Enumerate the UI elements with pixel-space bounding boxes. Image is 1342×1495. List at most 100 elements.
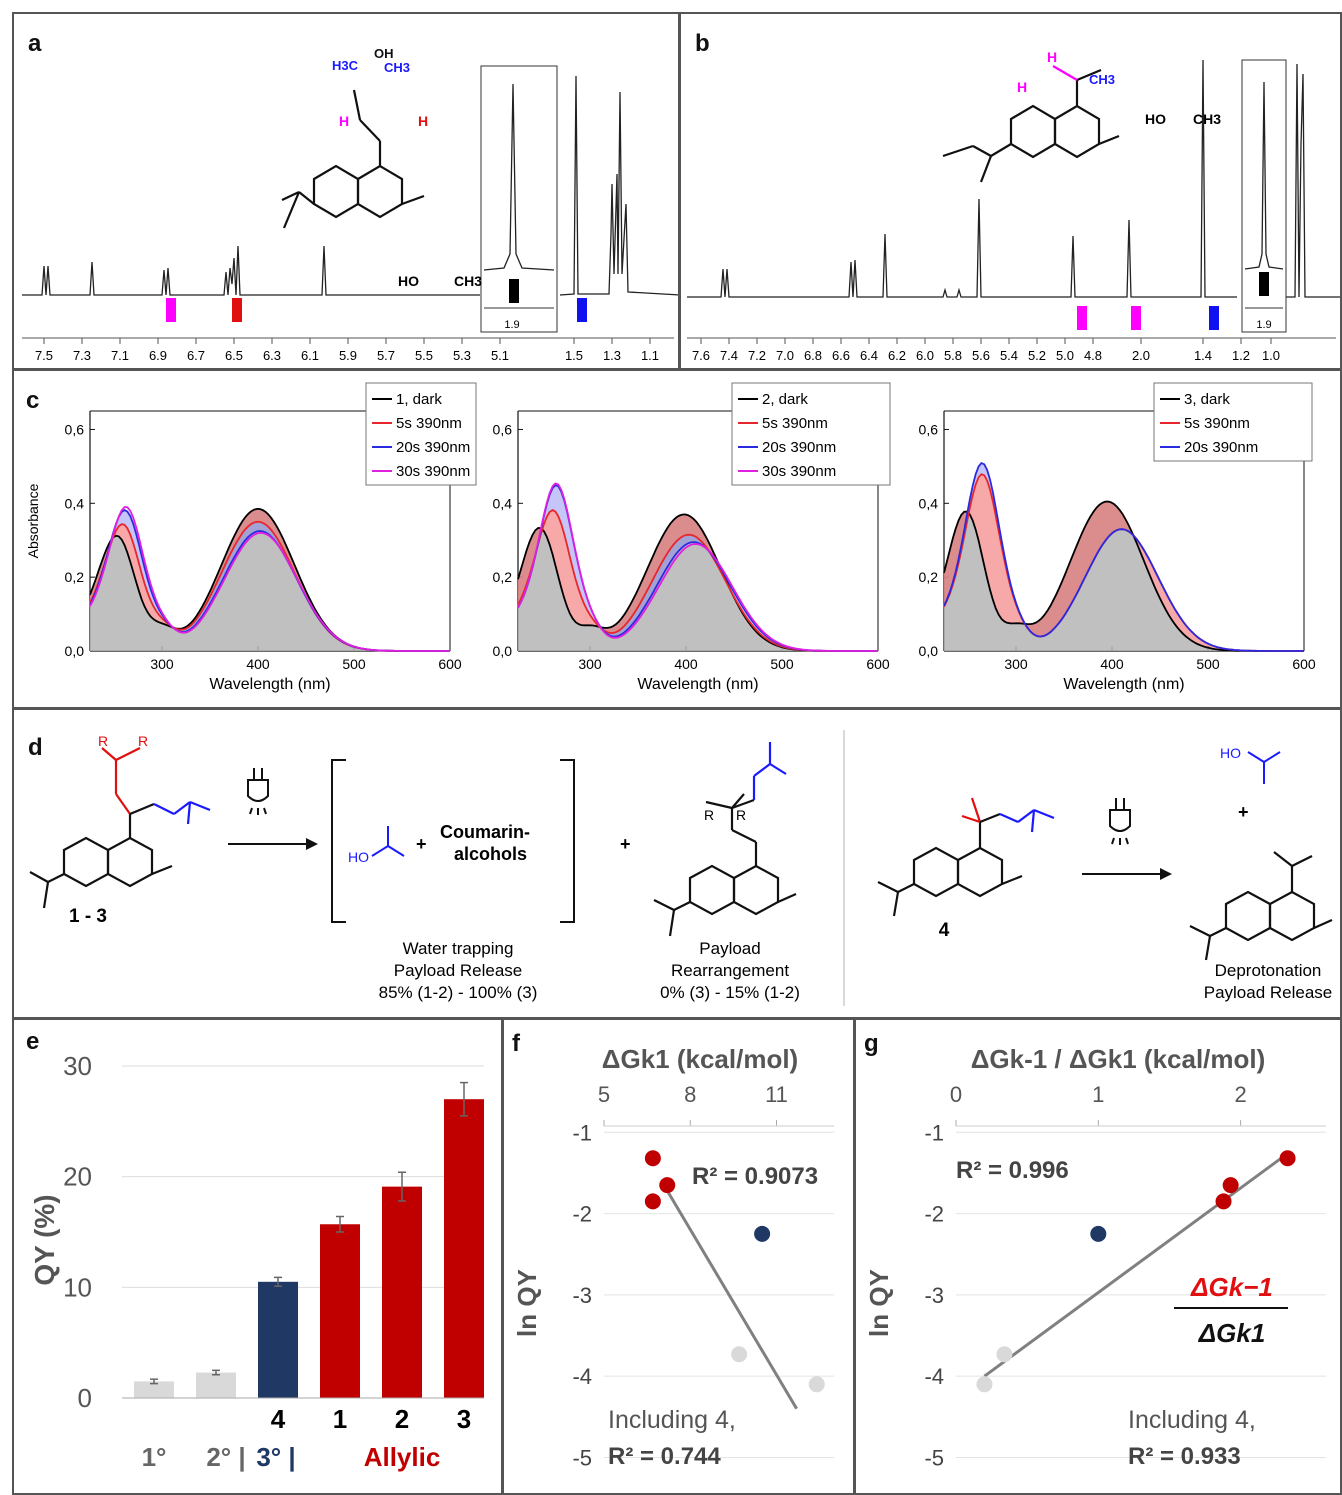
scatter-y-tick-label: -3 — [924, 1283, 944, 1308]
scatter-point — [659, 1177, 676, 1194]
scatter-y-tick-label: -3 — [572, 1283, 592, 1308]
rearranged-product-structure — [653, 742, 797, 937]
nmr-b-tick-label: 6.2 — [888, 348, 906, 363]
e-bar — [320, 1224, 360, 1398]
compound-4-structure — [877, 797, 1055, 917]
acetic-acid-ho: HO — [348, 849, 369, 865]
nmr-b-tick-label: 1.0 — [1262, 348, 1280, 363]
uv-x-tick-label: 600 — [438, 656, 462, 672]
plus-3: + — [1238, 802, 1249, 822]
struct-a-h-left: H — [339, 113, 349, 129]
nmr-a-tick-label: 5.7 — [377, 348, 395, 363]
alcohols-label: alcohols — [454, 844, 527, 864]
release-line-1: Water trapping — [403, 939, 514, 958]
scatter-y-tick-label: -5 — [572, 1445, 592, 1470]
uv-x-tick-label: 300 — [1004, 656, 1028, 672]
uv-diff-area-red — [944, 474, 1304, 651]
uv-legend-label: 20s 390nm — [762, 439, 836, 456]
e-y-tick-label: 10 — [63, 1272, 92, 1302]
scatter-x-tick-label: 5 — [598, 1082, 610, 1107]
nmr-b-tick-label: 2.0 — [1132, 348, 1150, 363]
nmr-a-tick-label: 6.9 — [149, 348, 167, 363]
coumarin-structure-b — [942, 65, 1120, 183]
uv-series-line — [517, 482, 878, 652]
scatter-point — [976, 1376, 993, 1393]
scatter-ylabel: ln QY — [512, 1269, 542, 1337]
uv-x-tick-label: 400 — [246, 656, 270, 672]
integration-marker-a-black — [509, 279, 519, 303]
e-bar — [382, 1186, 422, 1398]
scatter-x-tick-label: 0 — [950, 1082, 962, 1107]
uv-series-line — [943, 462, 1304, 652]
scatter-point — [1279, 1150, 1296, 1167]
e-y-tick-label: 30 — [63, 1051, 92, 1081]
nmr-inset-value-a: 1.9 — [504, 319, 519, 331]
uv-legend-label: 3, dark — [1184, 391, 1230, 408]
uv-x-tick-label: 500 — [1196, 656, 1220, 672]
uv-x-tick-label: 300 — [578, 656, 602, 672]
r-label-product-2: R — [736, 807, 746, 823]
nmr-a-tick-label: 5.5 — [415, 348, 433, 363]
nmr-inset-trace-a — [483, 83, 555, 271]
e-bar — [134, 1381, 174, 1398]
uv-legend-label: 20s 390nm — [1184, 439, 1258, 456]
scatter-f: ΔGk1 (kcal/mol) 5 8 11 -1 -2 -3 -4 -5 ln QY R² = 0… — [512, 1044, 834, 1470]
f-r2-label: R² = 0.9073 — [692, 1163, 818, 1190]
uv-legend-label: 2, dark — [762, 391, 808, 408]
start-material-label: 1 - 3 — [69, 906, 107, 927]
e-bar-label: 1 — [333, 1404, 347, 1434]
panel-d: d R R 1 - 3 — [12, 708, 1342, 1019]
panel-d-label: d — [28, 734, 43, 761]
scatter-point — [1215, 1193, 1232, 1210]
panel-e: e 0 10 20 30 QY (%) 4 1 2 3 1° 2° | 3° | Allylic — [12, 1018, 503, 1495]
uv-xlabel: Wavelength (nm) — [209, 676, 330, 693]
scatter-point — [644, 1150, 661, 1167]
uv-diff-area-blue — [518, 485, 878, 651]
reaction-scheme: R R 1 - 3 HO + Coumarin- alcohols Water … — [29, 730, 1333, 1006]
scatter-x-tick-label: 8 — [684, 1082, 696, 1107]
scatter-point — [1222, 1177, 1239, 1194]
nmr-spectrum-a: 1.9 7.5 7.3 7.1 6.9 6.7 6.5 6.3 6.1 5.9 5.7 5.5 5.3… — [22, 46, 678, 363]
nmr-a-tick-label: 1.1 — [641, 348, 659, 363]
g-r2-including: R² = 0.933 — [1128, 1443, 1241, 1470]
nmr-inset-value-b: 1.9 — [1256, 319, 1271, 331]
struct-a-ch3-acid: CH3 — [454, 273, 482, 289]
scatter-point — [731, 1346, 748, 1363]
uv-dark-area — [518, 514, 878, 651]
f-including-label: Including 4, — [608, 1406, 736, 1434]
nmr-b-tick-label: 7.6 — [692, 348, 710, 363]
nmr-b-tick-label: 1.2 — [1232, 348, 1250, 363]
panel-a-label: a — [28, 30, 42, 57]
nmr-inset-trace-b — [1244, 81, 1284, 270]
panel-f-label: f — [512, 1030, 520, 1057]
struct-b-h-top: H — [1047, 49, 1057, 65]
coumarin-structure-a — [281, 89, 425, 229]
plus-1: + — [416, 834, 427, 854]
scatter-y-tick-label: -2 — [572, 1202, 592, 1227]
e-ylabel: QY (%) — [29, 1194, 60, 1285]
r-label-product-1: R — [704, 807, 714, 823]
e-bar-label: 3 — [457, 1404, 471, 1434]
bracket-left — [331, 759, 346, 923]
nmr-b-tick-label: 7.2 — [748, 348, 766, 363]
release-line-3: 85% (1-2) - 100% (3) — [379, 983, 538, 1002]
uv-ylabel: Absorbance — [25, 483, 41, 558]
panel-c: c 0,0 0,2 0,4 0,6 300 400 500 600 Wavelength (nm… — [12, 369, 1342, 709]
uv-y-tick-label: 0,0 — [65, 643, 85, 659]
scatter-fit-line — [660, 1180, 798, 1410]
struct-a-h3c: H3C — [332, 58, 359, 73]
deprot-line-1: Deprotonation — [1215, 961, 1322, 980]
plus-2: + — [620, 834, 631, 854]
nmr-b-tick-label: 5.2 — [1028, 348, 1046, 363]
nmr-b-tick-label: 5.0 — [1056, 348, 1074, 363]
f-r2-including: R² = 0.744 — [608, 1443, 721, 1470]
uv-y-tick-label: 0,0 — [919, 643, 939, 659]
scatter-point — [1090, 1225, 1107, 1242]
r-label-left: R — [98, 733, 108, 749]
nmr-b-tick-label: 4.8 — [1084, 348, 1102, 363]
uv-x-tick-label: 600 — [1292, 656, 1316, 672]
e-category-label: 3° | — [256, 1442, 295, 1472]
panel-e-label: e — [26, 1028, 40, 1055]
uv-dark-area — [944, 501, 1304, 651]
nmr-a-tick-label: 5.3 — [453, 348, 471, 363]
